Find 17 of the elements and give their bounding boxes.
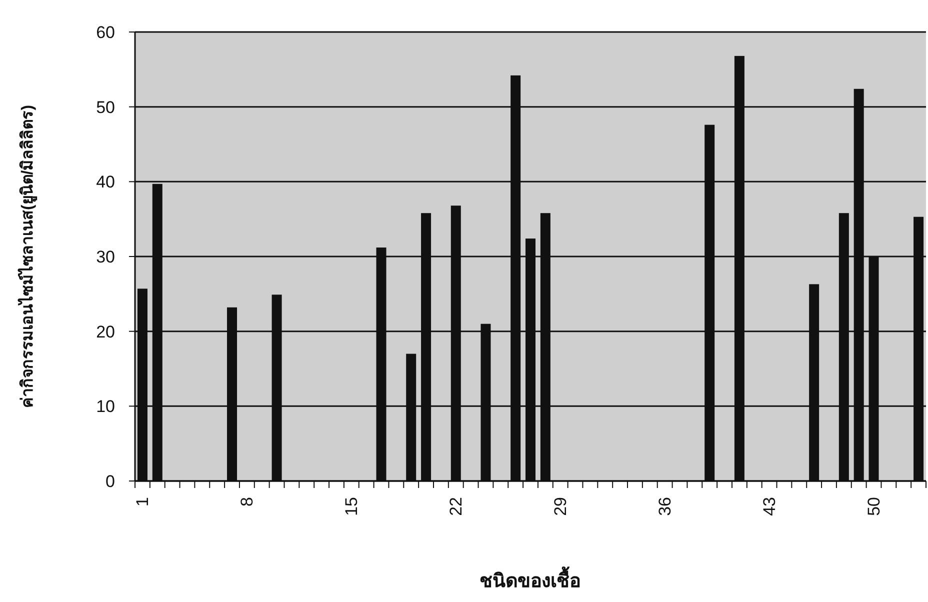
y-tick-label: 40	[96, 172, 115, 192]
x-tick-label: 50	[864, 497, 884, 516]
y-axis-title: ค่ากิจกรรมเอนไซม์ไซลาเนส(ยูนิต/มิลลิลิตร)	[18, 104, 38, 408]
y-tick-label: 50	[96, 98, 115, 117]
x-tick-label: 43	[760, 497, 779, 516]
x-tick-label: 22	[446, 497, 466, 516]
y-tick-label: 20	[96, 322, 115, 342]
x-tick-label: 36	[655, 497, 674, 516]
y-tick-label: 60	[96, 23, 115, 42]
y-tick-label: 30	[96, 248, 115, 266]
x-tick-label: 29	[550, 497, 570, 516]
y-tick-label: 0	[106, 472, 115, 491]
x-tick-label: 8	[237, 497, 256, 506]
x-tick-label: 15	[342, 497, 361, 516]
y-tick-label: 10	[96, 397, 115, 416]
x-axis-title: ชนิดของเชื้อ	[480, 566, 580, 592]
x-tick-label: 1	[132, 497, 152, 506]
